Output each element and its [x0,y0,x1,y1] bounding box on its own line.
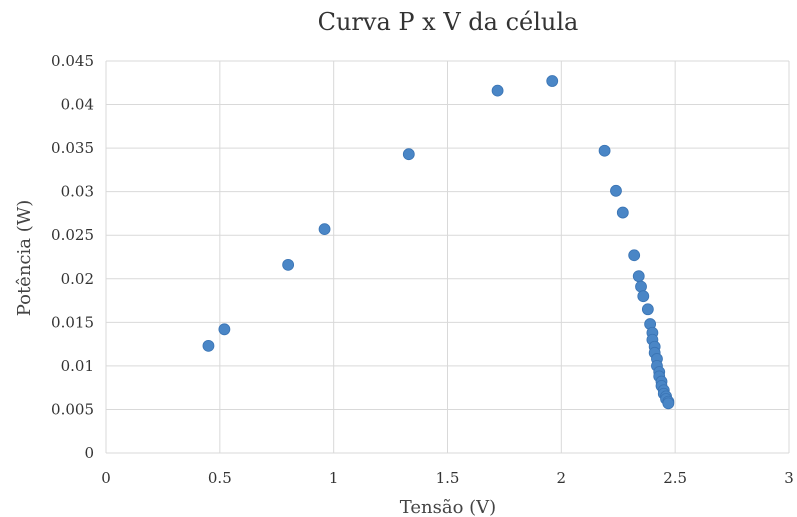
y-tick-label: 0.025 [51,226,94,244]
y-tick-label: 0.03 [61,183,94,201]
data-point [641,303,654,316]
data-point [546,75,559,87]
x-tick-label: 1.5 [436,469,460,487]
y-tick-label: 0.035 [51,139,94,157]
data-point [610,184,622,197]
x-tick-label: 0.5 [208,469,232,487]
x-axis-ticks: 0 0.5 1 1.5 2 2.5 3 [101,469,794,487]
y-tick-label: 0 [84,444,94,462]
y-tick-label: 0.015 [51,313,94,331]
y-tick-label: 0.01 [61,357,94,375]
y-axis-ticks: 0 0.005 0.01 0.015 0.02 0.025 0.03 0.035 0.04 0.0… [51,52,94,462]
x-tick-label: 2.5 [663,469,687,487]
y-tick-label: 0.005 [51,400,94,418]
data-point [491,84,504,97]
x-axis-label: Tensão (V) [400,497,496,517]
data-point [662,397,675,410]
x-tick-label: 0 [101,469,111,487]
y-tick-label: 0.04 [61,96,94,114]
data-point [218,323,231,336]
data-point [318,223,331,236]
chart-title: Curva P x V da célula [318,8,579,36]
data-point [402,148,415,161]
y-tick-label: 0.02 [61,270,94,288]
gridlines [105,60,790,454]
data-point [202,339,215,352]
x-tick-label: 1 [329,469,339,487]
x-tick-label: 2 [557,469,567,487]
y-axis-label: Potência (W) [14,200,35,317]
data-points [202,75,675,410]
data-point [598,144,611,157]
data-point [628,249,641,262]
data-point [632,270,645,283]
y-tick-label: 0.045 [51,52,94,70]
data-point [635,280,647,293]
x-tick-label: 3 [784,469,794,487]
data-point [637,290,650,303]
data-point [616,206,629,219]
data-point [282,258,295,271]
